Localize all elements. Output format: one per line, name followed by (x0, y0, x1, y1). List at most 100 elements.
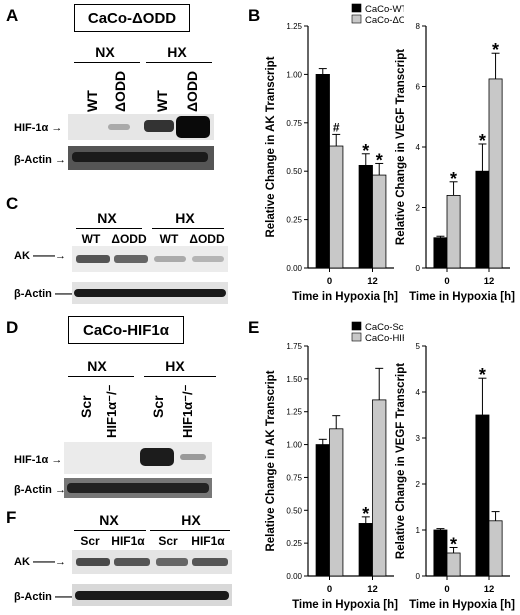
blot-band (114, 558, 150, 566)
blot-hif1a-d (64, 442, 212, 474)
lane-label: ΔODD (189, 232, 225, 246)
x-tick-label: 0 (444, 584, 449, 595)
bar (488, 78, 503, 269)
lane-label: HIF1α⁻/⁻ (180, 384, 195, 439)
group-underline (74, 530, 146, 531)
panel-label-c: C (6, 194, 19, 213)
significance-mark: * (450, 534, 457, 554)
lane-label: WT (159, 232, 179, 246)
x-tick-label: 12 (484, 584, 495, 595)
y-tick-label: 3 (416, 434, 421, 443)
y-tick-label: 1 (416, 526, 421, 535)
lane-label: ΔODD (111, 232, 147, 246)
y-tick-label: 0 (416, 264, 421, 273)
blot-band (144, 120, 174, 132)
y-tick-label: 0.50 (286, 506, 302, 515)
group-underline (144, 376, 216, 377)
y-tick-label: 0.00 (286, 572, 302, 581)
y-tick-label: 2 (416, 204, 421, 213)
legend-label: CaCo-WT (365, 4, 404, 15)
x-axis-label: Time in Hypoxia [h] (409, 599, 515, 611)
row-label-hif1a-d: HIF-1α → (14, 454, 63, 466)
y-axis-label: Relative Change in AK Transcript (265, 56, 277, 237)
bar (358, 523, 373, 577)
significance-mark: * (376, 150, 383, 170)
chart-e-ak: 0.00 0.25 0.50 0.75 1.00 1.25 1.50 1.75 Relative… (265, 321, 404, 611)
blot-band (76, 255, 110, 263)
y-axis-label: Relative Change in VEGF Transcript (395, 49, 407, 245)
legend-swatch (351, 14, 362, 24)
significance-mark: * (362, 504, 369, 524)
panel-label-a: A (6, 6, 19, 25)
group-nx-d: NX (87, 358, 107, 374)
bar (372, 174, 387, 269)
lane-label: ΔODD (112, 70, 128, 112)
lane-label: Scr (150, 395, 166, 418)
bar (446, 194, 461, 269)
chart-b-ak: 0.00 0.25 0.50 0.75 1.00 1.25 Relative Change … (265, 3, 404, 303)
y-tick-label: 1.75 (286, 342, 302, 351)
panel-label-d: D (6, 318, 19, 337)
blot-band (176, 116, 210, 138)
bar (488, 520, 503, 577)
legend-label: CaCo-HIF1α (365, 333, 404, 344)
legend-label: CaCo-Scr (365, 322, 404, 333)
y-tick-label: 4 (416, 143, 421, 152)
y-tick-label: 0.75 (286, 473, 302, 482)
lane-label: WT (81, 232, 101, 246)
group-underline (146, 62, 212, 63)
significance-mark: * (362, 141, 369, 161)
y-tick-label: 1.25 (286, 22, 302, 31)
group-hx-c: HX (175, 210, 195, 226)
panel-label-e: E (248, 318, 260, 337)
bar (475, 414, 490, 577)
y-tick-label: 8 (416, 22, 421, 31)
lane-label: Scr (80, 534, 100, 548)
y-tick-label: 0 (416, 572, 421, 581)
y-tick-label: 0.75 (286, 119, 302, 128)
blot-actin-c (72, 282, 228, 304)
y-tick-label: 1.00 (286, 441, 302, 450)
group-underline (150, 530, 230, 531)
x-tick-label: 12 (484, 276, 495, 287)
blot-ak-c (72, 246, 228, 272)
lane-label: HIF1α⁻/⁻ (104, 384, 119, 439)
lane-label: WT (84, 90, 100, 112)
blot-band (108, 124, 130, 130)
blot-band (140, 448, 174, 466)
y-tick-label: 4 (416, 388, 421, 397)
group-nx-c: NX (97, 210, 117, 226)
cell-line-box-a: CaCo-ΔODD (74, 4, 190, 32)
x-tick-label: 0 (327, 584, 332, 595)
legend-swatch (351, 332, 362, 342)
legend-swatch (351, 321, 362, 331)
row-label-actin: β-Actin → (14, 154, 66, 166)
bar (315, 74, 330, 269)
y-tick-label: 6 (416, 83, 421, 92)
blot-band (72, 152, 208, 162)
y-axis-label: Relative Change in VEGF Transcript (395, 363, 407, 559)
y-axis-label: Relative Change in AK Transcript (265, 370, 277, 551)
row-label-ak-c: AK ——→ (14, 250, 66, 262)
cell-line-box-d: CaCo-HIF1α (68, 316, 184, 344)
row-label-hif1a: HIF-1α → (14, 122, 63, 134)
bar (329, 145, 344, 269)
group-underline (74, 62, 140, 63)
group-underline (68, 376, 134, 377)
blot-band (114, 255, 148, 263)
significance-mark: * (479, 365, 486, 385)
chart-b-vegf: 0 2 4 6 8 Relative Change in VEGF Transcript 0… (395, 22, 515, 303)
blot-hif1a-a (68, 114, 214, 140)
group-hx-a: HX (167, 44, 187, 60)
blot-actin-f (72, 584, 232, 606)
group-underline (152, 228, 224, 229)
blot-band (76, 558, 110, 566)
blot-actin-d (64, 478, 212, 498)
row-label-actin-d: β-Actin → (14, 484, 66, 496)
y-tick-label: 1.25 (286, 408, 302, 417)
panel-label-f: F (6, 508, 17, 527)
x-axis-label: Time in Hypoxia [h] (292, 291, 398, 303)
blot-band (192, 256, 224, 262)
blot-band (74, 289, 226, 297)
